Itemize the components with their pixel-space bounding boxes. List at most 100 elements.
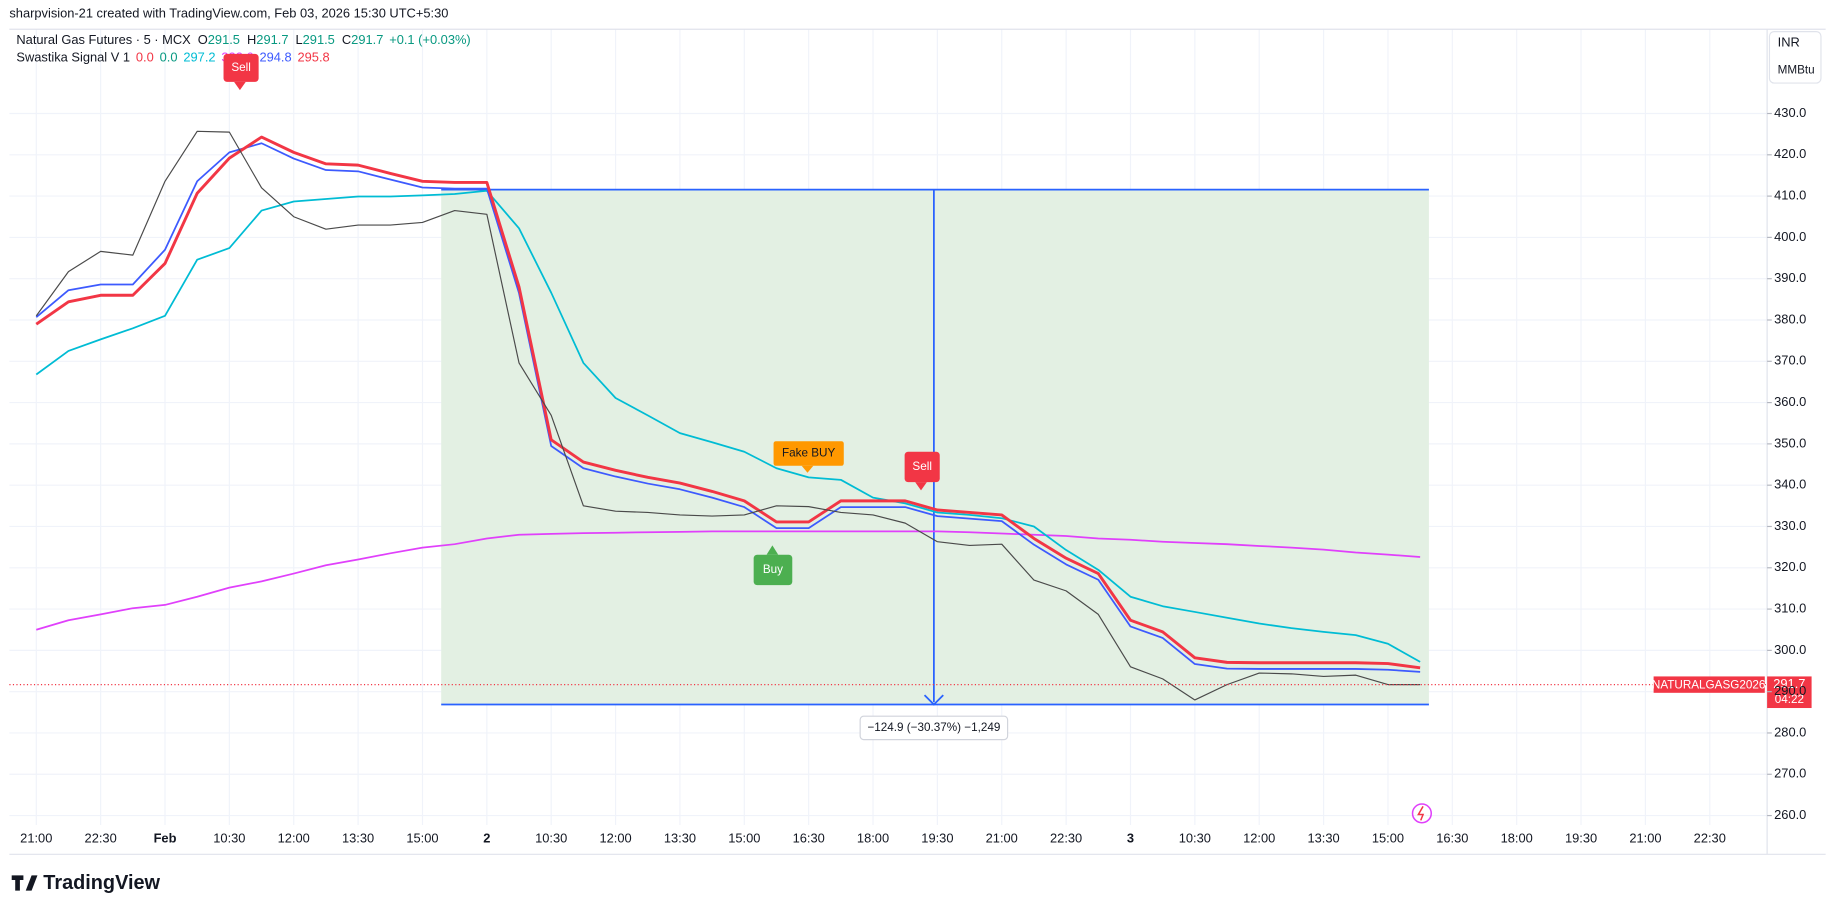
ohlc-value: 291.7 — [256, 32, 288, 47]
x-tick-label: 13:30 — [342, 831, 374, 846]
y-tick-label: 400.0 — [1774, 229, 1806, 244]
x-tick-label: 15:00 — [406, 831, 438, 846]
indicator-value: 294.8 — [259, 50, 291, 65]
y-tick-label: 270.0 — [1774, 766, 1806, 781]
ohlc-key: C — [342, 32, 351, 47]
x-tick-label: 10:30 — [1179, 831, 1211, 846]
signal: Fake BUY — [773, 441, 844, 473]
y-tick-label: 360.0 — [1774, 394, 1806, 409]
unit-box[interactable] — [1768, 31, 1822, 84]
y-tick-label: 260.0 — [1774, 807, 1806, 822]
price-tag — [1767, 676, 1812, 709]
attribution: sharpvision-21 created with TradingView.… — [9, 5, 448, 20]
series-line — [35, 142, 1421, 673]
series-line — [35, 135, 1421, 670]
y-tick-label: 290.0 — [1774, 683, 1806, 698]
signal-label: Fake BUY — [782, 447, 835, 460]
measure-arrow — [923, 694, 944, 706]
signal-box — [223, 53, 259, 82]
y-tick-label: 370.0 — [1774, 353, 1806, 368]
measure-box — [859, 715, 1009, 741]
signal: Buy — [753, 545, 793, 586]
symbol-legend: Natural Gas Futures · 5 · MCX O291.5 H291.… — [16, 32, 470, 47]
series-line — [36, 530, 1421, 631]
x-tick-label: 22:30 — [1050, 831, 1082, 846]
signal: Sell — [223, 53, 259, 91]
signal-label: Buy — [763, 563, 783, 576]
signal: Sell — [904, 451, 940, 491]
series-line — [35, 130, 1421, 701]
series-line — [35, 189, 1421, 663]
indicator-value: 0.0 — [136, 50, 154, 65]
signal-pointer — [766, 545, 779, 555]
ohlc-value: 291.7 — [351, 32, 383, 47]
x-tick-label: 19:30 — [1565, 831, 1597, 846]
x-tick-label: 21:00 — [20, 831, 52, 846]
x-tick-label: 16:30 — [1436, 831, 1468, 846]
indicator-value: 297.2 — [183, 50, 215, 65]
x-tick-label: 2 — [483, 831, 490, 846]
indicator-name: Swastika Signal V 1 — [16, 50, 130, 65]
y-tick-label: 350.0 — [1774, 435, 1806, 450]
x-tick-label: Feb — [154, 831, 177, 846]
x-tick-label: 15:00 — [1372, 831, 1404, 846]
alert-icon[interactable] — [1411, 803, 1433, 824]
x-tick-label: 12:00 — [599, 831, 631, 846]
x-tick-label: 18:00 — [1501, 831, 1533, 846]
y-tick-label: 320.0 — [1774, 559, 1806, 574]
symbol-title: Natural Gas Futures · 5 · MCX — [16, 32, 191, 47]
x-tick-label: 22:30 — [85, 831, 117, 846]
x-tick-label: 10:30 — [535, 831, 567, 846]
symbol-tag-label: NATURALGASG2026 — [1652, 678, 1765, 691]
y-tick-label: 410.0 — [1774, 188, 1806, 203]
y-tick-label: 340.0 — [1774, 477, 1806, 492]
x-tick-label: 3 — [1127, 831, 1134, 846]
signal-label: Sell — [231, 61, 251, 74]
x-tick-label: 16:30 — [793, 831, 825, 846]
y-tick-label: 430.0 — [1774, 105, 1806, 120]
x-tick-label: 12:00 — [1243, 831, 1275, 846]
plot — [9, 130, 1768, 701]
symbol-tag — [1653, 676, 1765, 693]
y-tick-label: 390.0 — [1774, 270, 1806, 285]
position-zone — [441, 189, 1429, 705]
y-tick-label: 420.0 — [1774, 146, 1806, 161]
change: +0.1 (+0.03%) — [389, 32, 471, 47]
indicator-value: 0.0 — [160, 50, 178, 65]
x-tick-label: 13:30 — [1307, 831, 1339, 846]
x-tick-label: 18:00 — [857, 831, 889, 846]
x-tick-label: 12:00 — [278, 831, 310, 846]
y-tick-label: 310.0 — [1774, 600, 1806, 615]
x-tick-label: 13:30 — [664, 831, 696, 846]
signal-label: Sell — [912, 460, 932, 473]
y-tick-label: 380.0 — [1774, 311, 1806, 326]
indicator-value: 295.8 — [297, 50, 329, 65]
unit: MMBtu — [1778, 63, 1815, 76]
signal-box — [904, 451, 940, 483]
logo-mark — [11, 875, 38, 891]
x-tick-label: 10:30 — [213, 831, 245, 846]
x-tick-label: 21:00 — [986, 831, 1018, 846]
ohlc-key: L — [296, 32, 303, 47]
logo-text: TradingView — [43, 872, 160, 894]
countdown: 04:22 — [1775, 693, 1804, 706]
x-tick-label: 15:00 — [728, 831, 760, 846]
signal-box — [753, 554, 793, 586]
ohlc-value: 291.5 — [208, 32, 240, 47]
signal-pointer — [234, 81, 246, 91]
price-tag-label: 291.7 — [1773, 676, 1805, 691]
signal-box — [773, 441, 844, 466]
y-tick-label: 300.0 — [1774, 642, 1806, 657]
alert-bolt — [1417, 805, 1425, 821]
indicator-legend: Swastika Signal V 10.00.0297.2322.6294.8… — [16, 50, 329, 65]
ohlc-key: H — [247, 32, 256, 47]
x-tick-label: 22:30 — [1694, 831, 1726, 846]
x-tick-label: 21:00 — [1629, 831, 1661, 846]
y-tick-label: 280.0 — [1774, 724, 1806, 739]
signal-pointer — [915, 482, 927, 491]
signal-pointer — [801, 465, 814, 473]
ohlc-key: O — [198, 32, 208, 47]
y-tick-label: 330.0 — [1774, 518, 1806, 533]
